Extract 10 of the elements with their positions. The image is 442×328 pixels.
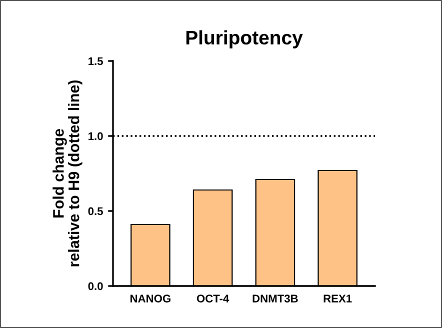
x-tick-label: REX1 (324, 294, 352, 302)
y-axis-title: Fold change relative to H9 (dotted line) (52, 80, 82, 266)
x-tick-label: DNMT3B (252, 294, 298, 303)
y-tick-label: 0.0 (88, 282, 103, 290)
y-tick-label: 1.5 (88, 57, 103, 66)
y-tick-label: 0.5 (88, 207, 103, 216)
chart-title: Pluripotency (186, 30, 303, 48)
y-tick-label: 1.0 (88, 132, 103, 140)
x-tick-label: OCT-4 (196, 294, 230, 302)
x-tick-label: NANOG (130, 294, 170, 302)
